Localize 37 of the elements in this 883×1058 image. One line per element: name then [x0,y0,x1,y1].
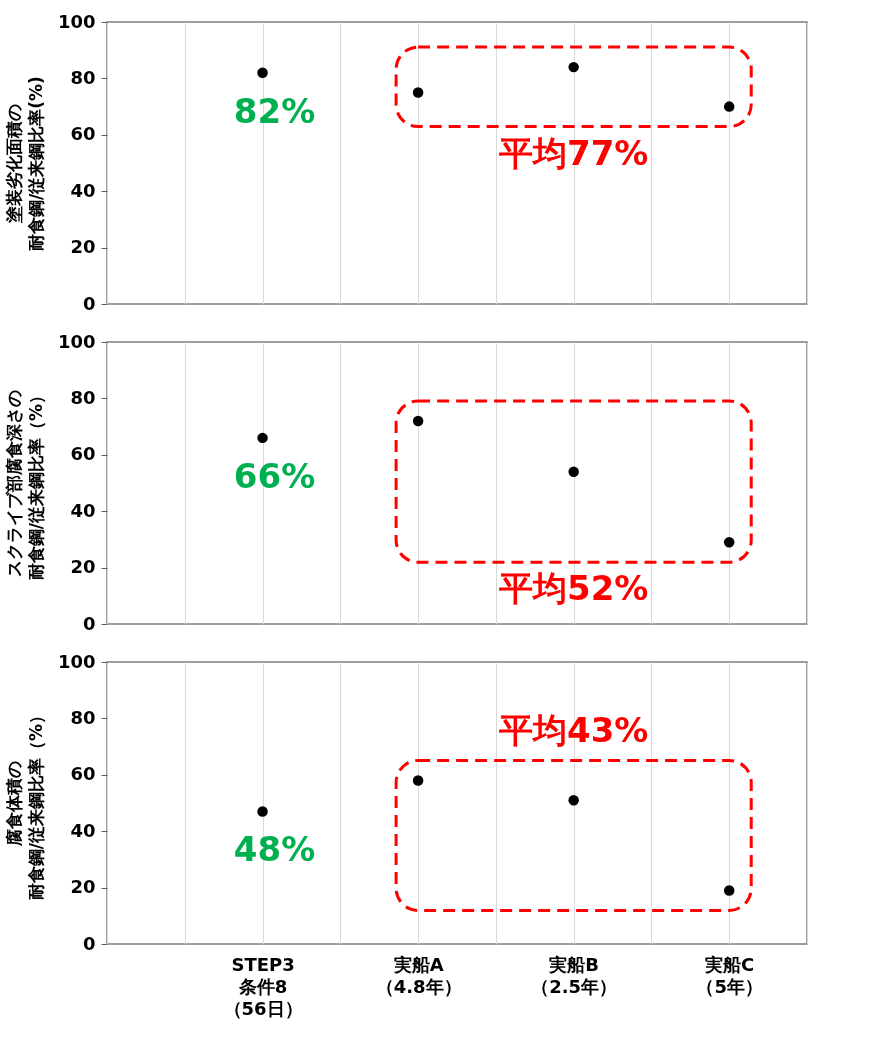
point [568,466,579,477]
point [412,415,424,427]
y-tick-label: 0 [82,612,96,634]
y-tick-label: 20 [70,876,96,898]
y-tick-label: 60 [70,763,96,785]
y-axis-title: 腐食体積の耐食鋼/従来鋼比率（%） [3,706,46,901]
y-tick-label: 100 [57,10,96,32]
annotation: 平均52% [497,568,649,609]
point [723,536,735,548]
x-tick-label: 実船A （4.8年） [375,953,462,997]
y-tick-label: 80 [70,66,96,88]
x-tick-label: 実船B （2.5年） [531,953,618,997]
y-tick-label: 0 [82,932,96,954]
y-axis-title: 塗装劣化面積の耐食鋼/従来鋼比率(%) [3,76,46,251]
y-tick-label: 0 [82,292,96,314]
x-tick-label: STEP3 条件8 （56日） [223,953,303,1019]
annotation: 平均43% [497,710,649,751]
y-tick-label: 40 [70,179,96,201]
annotation: 平均77% [497,132,649,173]
point [723,101,735,112]
y-tick-label: 40 [70,819,96,841]
y-tick-label: 60 [70,443,96,465]
x-tick-label: 実船C （5年） [696,953,763,997]
y-tick-label: 80 [70,386,96,408]
y-tick-label: 100 [57,330,96,352]
y-tick-label: 100 [57,650,96,672]
y-tick-label: 20 [70,236,96,258]
annotation: 66% [233,455,316,496]
y-axis-title: スクライブ部腐食深さの耐食鋼/従来鋼比率（%） [3,386,46,581]
annotation: 82% [233,90,316,131]
y-tick-label: 80 [70,706,96,728]
y-tick-label: 20 [70,556,96,578]
point [412,87,424,98]
y-tick-label: 40 [70,499,96,521]
annotation: 48% [233,829,316,870]
point [568,61,579,73]
y-tick-label: 60 [70,123,96,145]
